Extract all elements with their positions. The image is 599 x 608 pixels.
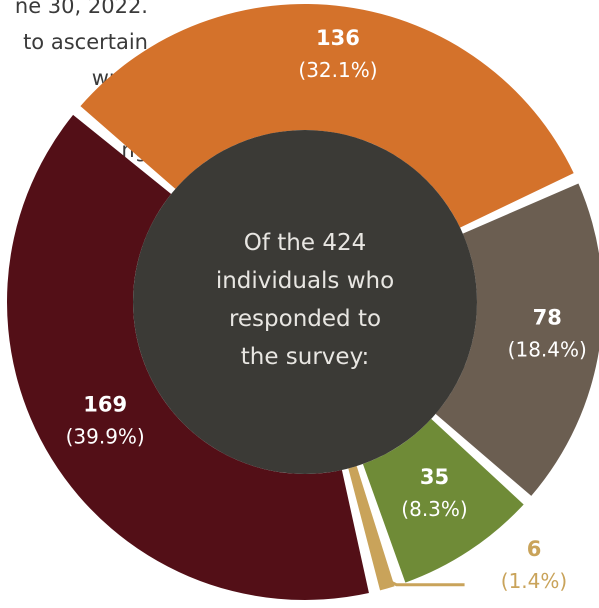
slice-percent-label: (1.4%) [501,569,567,593]
donut-slice [6,114,369,601]
donut-slice [435,183,599,496]
leader-line [383,577,465,587]
center-text-line: responded to [229,306,381,332]
slice-percent-label: (39.9%) [66,425,145,449]
slice-value-label: 35 [420,465,449,489]
slice-percent-label: (32.1%) [298,58,377,82]
slice-percent-label: (8.3%) [401,497,467,521]
slice-value-label: 136 [316,26,360,50]
donut-slice [348,466,395,591]
slice-value-label: 78 [533,306,562,330]
center-text-line: individuals who [216,268,394,294]
center-text-line: Of the 424 [244,230,366,256]
slice-value-label: 169 [83,393,127,417]
center-circle [133,130,477,474]
donut-slice [362,418,524,583]
slice-value-label: 6 [527,537,542,561]
slice-percent-label: (18.4%) [508,338,587,362]
center-text-line: the survey: [241,344,370,370]
center-text: Of the 424 individuals who responded to … [216,230,394,370]
donut-slice [80,4,574,228]
